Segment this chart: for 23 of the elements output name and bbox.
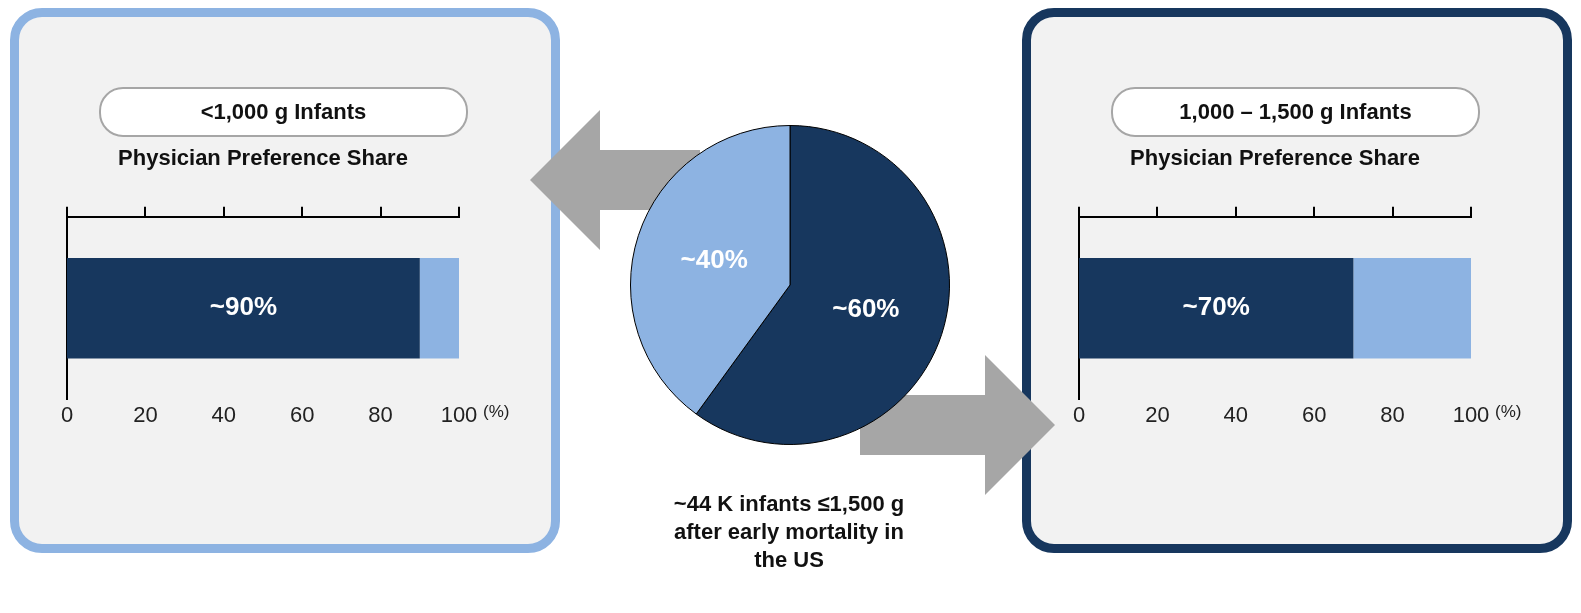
data-label: ~40%	[680, 243, 748, 274]
text: ~44 K infants ≤1,500 g after early mortality in the US	[672, 490, 906, 574]
text: (%)	[483, 401, 510, 421]
x-tick-label: 60	[289, 401, 315, 427]
x-tick-label: 80	[1380, 401, 1405, 427]
x-tick-label: 0	[60, 401, 74, 427]
x-tick-label: 20	[133, 401, 158, 427]
x-tick-label: 40	[211, 401, 237, 427]
x-tick-label: 100	[440, 401, 478, 427]
data-label: ~70%	[1182, 291, 1250, 322]
x-axis-title: Physician Preference Share	[1130, 145, 1420, 171]
x-tick-label: 20	[1145, 401, 1170, 427]
x-tick-label: 40	[1223, 401, 1249, 427]
data-label: ~90%	[209, 291, 278, 322]
x-axis-title: Physician Preference Share	[118, 145, 408, 171]
x-tick-label: 0	[1072, 401, 1086, 427]
x-tick-label: 100	[1452, 401, 1490, 427]
text: (%)	[1495, 401, 1522, 421]
data-label: ~60%	[832, 292, 900, 323]
chart-title: 1,000 – 1,500 g Infants	[1111, 87, 1480, 137]
chart-title: <1,000 g Infants	[99, 87, 468, 137]
x-tick-label: 80	[368, 401, 393, 427]
x-tick-label: 60	[1301, 401, 1327, 427]
